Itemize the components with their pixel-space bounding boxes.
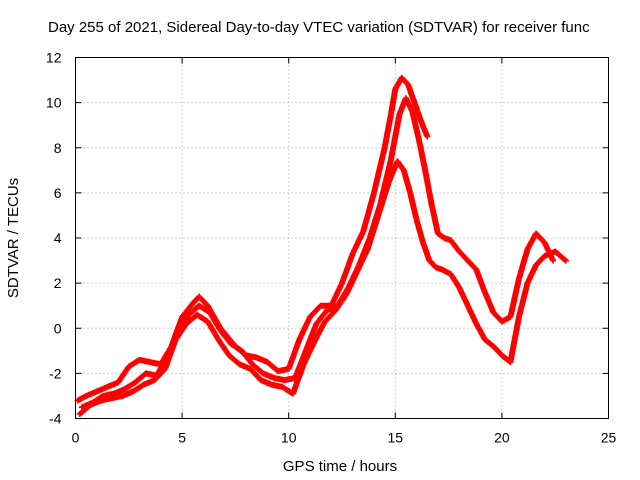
y-tick-label: 8	[54, 140, 62, 156]
y-tick-label: 10	[46, 95, 62, 111]
x-tick-label: 15	[388, 430, 404, 446]
y-tick-label: 0	[54, 320, 62, 336]
x-tick-label: 0	[72, 430, 80, 446]
x-tick-label: 20	[494, 430, 510, 446]
x-axis-ticks: 0 5 10 15 20 25	[72, 57, 617, 446]
y-tick-label: -4	[49, 411, 62, 427]
y-tick-label: 6	[54, 185, 62, 201]
y-axis-ticks: -4 -2 0 2 4 6 8 10 12	[46, 50, 609, 427]
series-trace-lower	[77, 159, 568, 417]
y-tick-label: 4	[54, 230, 62, 246]
series-lower	[76, 158, 569, 417]
y-tick-label: 12	[46, 50, 62, 66]
x-tick-label: 25	[601, 430, 617, 446]
data-points	[74, 74, 569, 417]
x-axis-label: GPS time / hours	[283, 458, 397, 475]
series-trace-upper	[75, 75, 430, 403]
chart-title: Day 255 of 2021, Sidereal Day-to-day VTE…	[48, 19, 590, 36]
series-upper	[74, 74, 431, 404]
y-tick-label: -2	[49, 365, 62, 381]
x-tick-label: 10	[281, 430, 297, 446]
y-axis-label: SDTVAR / TECUs	[5, 178, 22, 298]
x-tick-label: 5	[178, 430, 186, 446]
y-tick-label: 2	[54, 275, 62, 291]
